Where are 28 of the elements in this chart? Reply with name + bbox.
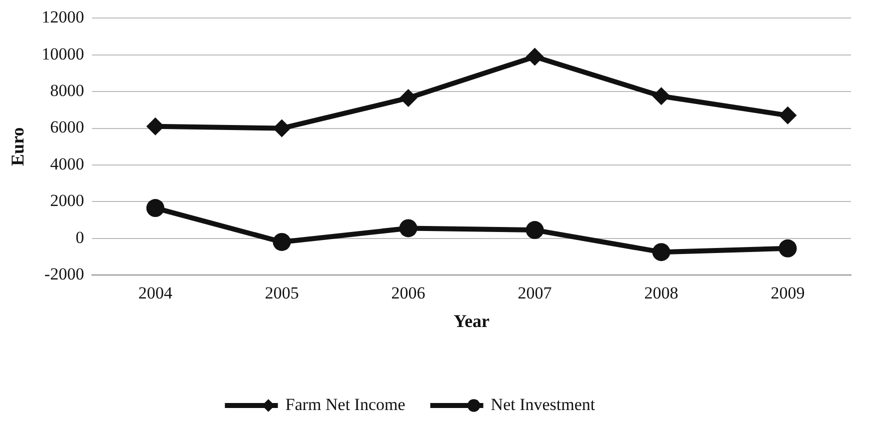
y-tick-label: 10000	[42, 44, 84, 64]
y-tick-label: 4000	[50, 154, 84, 174]
x-tick-label: 2008	[644, 284, 678, 303]
point	[778, 239, 797, 258]
legend-label: Net Investment	[490, 394, 596, 414]
legend-label: Farm Net Income	[285, 394, 406, 414]
y-tick-label: 6000	[50, 118, 84, 137]
x-tick-label: 2009	[770, 284, 805, 303]
x-tick-label: 2005	[264, 284, 299, 303]
point	[778, 106, 797, 124]
x-tick-label: 2004	[138, 284, 173, 303]
point	[272, 232, 291, 251]
x-tick-label: 2006	[391, 284, 426, 303]
y-tick-label: 2000	[50, 191, 84, 210]
point	[399, 219, 418, 238]
y-tick-label: -2000	[44, 264, 84, 284]
y-tick-label: 0	[76, 228, 84, 247]
point	[652, 87, 670, 106]
y-tick-label: 8000	[50, 81, 84, 100]
point	[652, 243, 670, 262]
point	[526, 221, 544, 240]
point	[146, 199, 164, 218]
y-axis-title: Euro	[7, 127, 28, 166]
x-tick-label: 2007	[518, 284, 552, 303]
point	[526, 48, 544, 66]
x-axis-title: Year	[454, 310, 490, 331]
y-tick-label: 12000	[42, 8, 84, 27]
point	[399, 88, 418, 107]
